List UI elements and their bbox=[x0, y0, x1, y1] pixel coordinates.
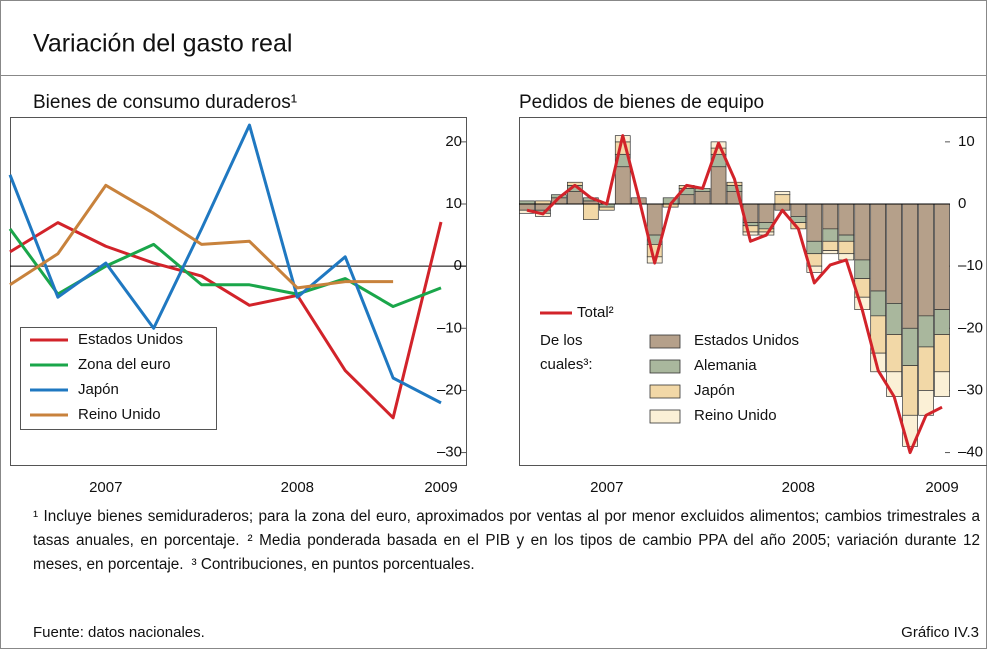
legend-label: Reino Unido bbox=[694, 407, 777, 424]
bar-segment bbox=[742, 231, 759, 236]
legend-swatch bbox=[649, 359, 681, 374]
footnote: ¹ Incluye bienes semiduraderos; para la … bbox=[33, 508, 980, 549]
bar-segment bbox=[934, 371, 950, 397]
x-tick-label: 2009 bbox=[424, 479, 457, 496]
footnotes: ¹ Incluye bienes semiduraderos; para la … bbox=[33, 505, 980, 577]
series-line bbox=[9, 221, 443, 420]
legend-label: Zona del euro bbox=[78, 356, 171, 373]
x-tick-label: 2007 bbox=[590, 479, 623, 496]
legend-label: Japón bbox=[78, 381, 119, 398]
y-tick-label: –40 bbox=[958, 444, 983, 461]
series-line bbox=[8, 123, 442, 405]
bar-segment bbox=[838, 240, 855, 255]
legend-label: Japón bbox=[694, 382, 735, 399]
y-tick-label: –30 bbox=[958, 381, 983, 398]
bar-segment bbox=[710, 166, 727, 205]
bar-segment bbox=[758, 203, 775, 223]
series-line bbox=[526, 134, 943, 455]
legend-swatch bbox=[649, 334, 681, 349]
bar-segment bbox=[838, 234, 855, 242]
panel bbox=[519, 117, 987, 466]
x-tick-label: 2009 bbox=[925, 479, 958, 496]
x-tick-label: 2007 bbox=[89, 479, 122, 496]
bar-segment bbox=[934, 203, 950, 310]
bar-segment bbox=[678, 194, 695, 205]
y-tick-label: –20 bbox=[958, 319, 983, 336]
y-tick-label: –20 bbox=[437, 381, 462, 398]
bar-segment bbox=[567, 191, 583, 205]
legend-label: Reino Unido bbox=[78, 406, 161, 423]
chart-title: Variación del gasto real bbox=[33, 30, 292, 58]
x-tick-label: 2008 bbox=[281, 479, 314, 496]
bar-segment bbox=[854, 259, 871, 279]
bar-segment bbox=[886, 371, 902, 397]
y-tick-label: 0 bbox=[454, 257, 462, 274]
bar-segment bbox=[902, 327, 918, 366]
y-tick-label: –10 bbox=[437, 319, 462, 336]
chart-id: Gráfico IV.3 bbox=[901, 624, 979, 641]
legend-label: Alemania bbox=[694, 357, 757, 374]
bar-segment bbox=[838, 203, 855, 236]
bar-segment bbox=[822, 240, 839, 251]
bar-segment bbox=[918, 203, 934, 317]
y-tick-label: 20 bbox=[445, 133, 462, 150]
bar-segment bbox=[774, 194, 791, 205]
bar-segment bbox=[918, 346, 934, 391]
legend-label: Total² bbox=[577, 304, 614, 321]
series-line bbox=[9, 183, 394, 290]
bar-segment bbox=[726, 185, 743, 192]
footnote: ² Media ponderada basada en el PIB y en … bbox=[33, 532, 980, 573]
bar-segment bbox=[918, 315, 934, 348]
legend-title: cuales³: bbox=[540, 356, 593, 373]
y-tick-label: 10 bbox=[958, 133, 975, 150]
bar-segment bbox=[902, 365, 918, 416]
bar-segment bbox=[822, 203, 839, 230]
bar-segment bbox=[519, 203, 535, 211]
bar-segment bbox=[598, 206, 615, 211]
legend-label: Estados Unidos bbox=[78, 331, 183, 348]
footnote: ³ Contribuciones, en puntos porcentuales… bbox=[191, 556, 475, 573]
bar-segment bbox=[646, 203, 663, 236]
legend-label: Estados Unidos bbox=[694, 332, 799, 349]
bar-segment bbox=[694, 191, 711, 205]
legend-swatch bbox=[649, 384, 681, 399]
legend-box bbox=[20, 327, 217, 430]
bar-segment bbox=[790, 203, 807, 217]
y-tick-label: 10 bbox=[445, 195, 462, 212]
bar-segment bbox=[774, 191, 791, 196]
series-line bbox=[8, 227, 442, 309]
bar-segment bbox=[934, 309, 950, 335]
bar-segment bbox=[902, 203, 918, 329]
bar-segment bbox=[934, 334, 950, 373]
bar-segment bbox=[583, 203, 599, 220]
panel bbox=[10, 117, 467, 466]
bar-segment bbox=[870, 203, 886, 292]
y-tick-label: 0 bbox=[958, 195, 966, 212]
bar-segment bbox=[822, 228, 839, 242]
bar-segment bbox=[822, 250, 839, 255]
bar-segment bbox=[886, 203, 902, 304]
bar-segment bbox=[886, 334, 902, 373]
bar-segment bbox=[614, 166, 631, 205]
bar-segment bbox=[806, 203, 823, 242]
source: Fuente: datos nacionales. bbox=[33, 624, 205, 641]
legend-swatch bbox=[649, 409, 681, 424]
panel-title: Pedidos de bienes de equipo bbox=[519, 92, 764, 113]
bar-segment bbox=[806, 240, 823, 255]
y-tick-label: –30 bbox=[437, 444, 462, 461]
x-tick-label: 2008 bbox=[782, 479, 815, 496]
legend-title: De los bbox=[540, 332, 583, 349]
bar-segment bbox=[870, 290, 886, 317]
y-tick-label: –10 bbox=[958, 257, 983, 274]
panel-title: Bienes de consumo duraderos¹ bbox=[33, 92, 297, 113]
bar-segment bbox=[806, 265, 823, 273]
bar-segment bbox=[886, 303, 902, 335]
bar-segment bbox=[854, 203, 871, 261]
